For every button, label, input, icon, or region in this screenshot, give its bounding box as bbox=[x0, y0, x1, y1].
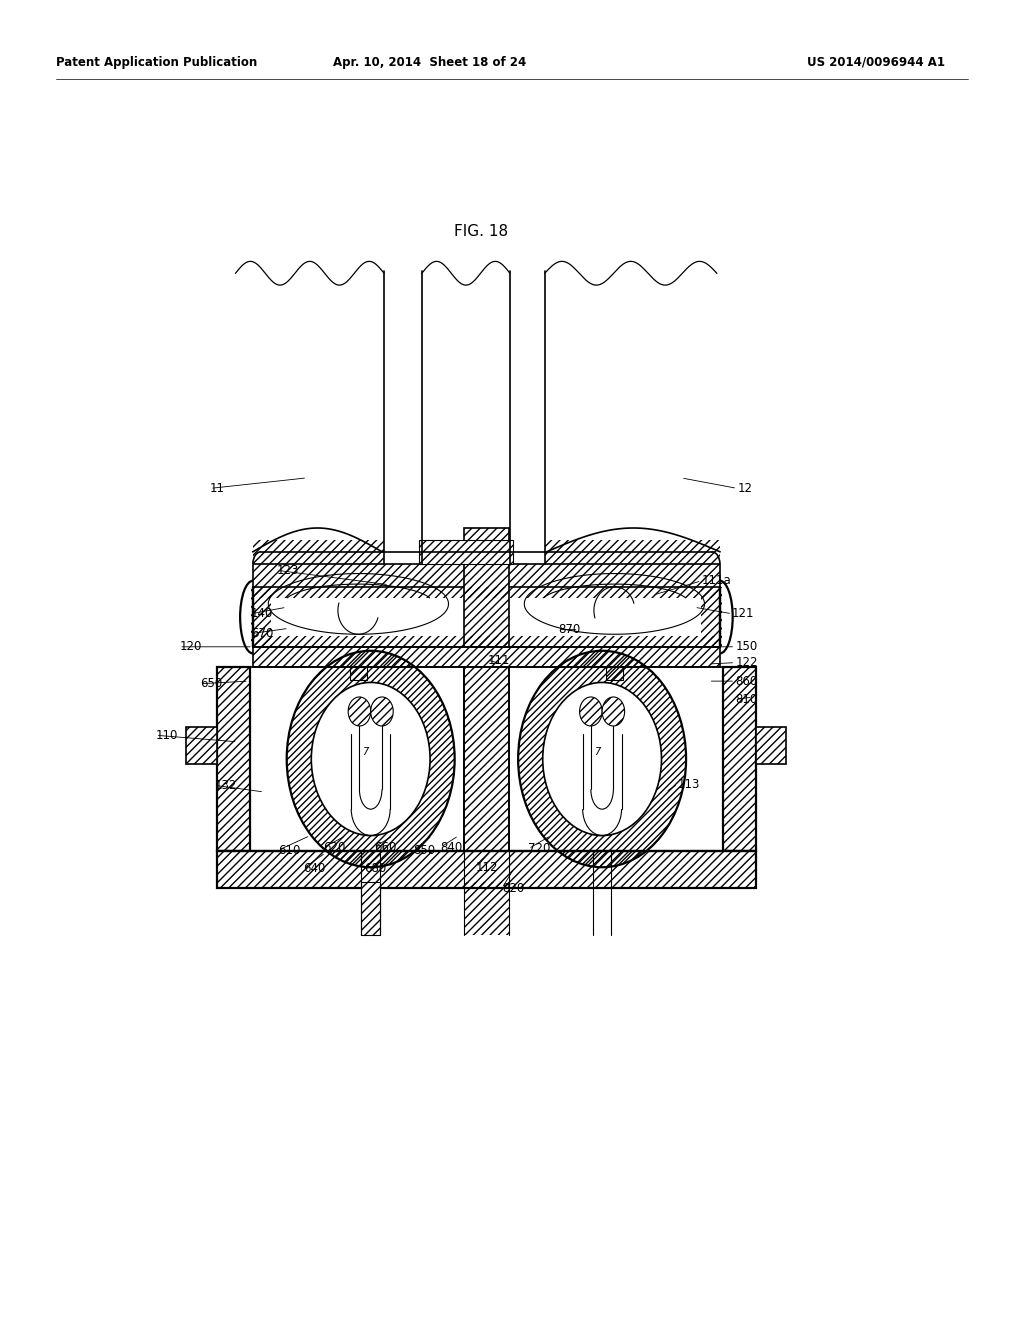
Text: 132: 132 bbox=[215, 779, 238, 792]
Text: Patent Application Publication: Patent Application Publication bbox=[56, 55, 258, 69]
Text: 121: 121 bbox=[732, 607, 755, 620]
Bar bbox=[253, 564, 720, 587]
Bar bbox=[253, 647, 720, 667]
Bar bbox=[701, 587, 722, 647]
Text: 122: 122 bbox=[735, 656, 758, 669]
Bar bbox=[419, 540, 513, 564]
Text: 640: 640 bbox=[303, 862, 326, 875]
Text: 610: 610 bbox=[279, 843, 301, 857]
Bar bbox=[756, 727, 786, 764]
Text: 860: 860 bbox=[735, 675, 758, 688]
Text: 820: 820 bbox=[502, 882, 524, 895]
Bar bbox=[361, 882, 380, 935]
Bar bbox=[701, 587, 722, 647]
Bar bbox=[253, 636, 720, 647]
Bar bbox=[251, 587, 271, 647]
Text: 11: 11 bbox=[210, 482, 225, 495]
Bar bbox=[217, 851, 756, 888]
Bar bbox=[723, 667, 756, 851]
Text: 870: 870 bbox=[558, 623, 581, 636]
Bar bbox=[253, 587, 720, 598]
Text: 680: 680 bbox=[365, 862, 387, 875]
Circle shape bbox=[371, 697, 393, 726]
Bar bbox=[253, 587, 720, 598]
Bar bbox=[217, 667, 250, 851]
Bar bbox=[217, 667, 250, 851]
Text: 111: 111 bbox=[487, 653, 510, 667]
Bar bbox=[464, 528, 509, 851]
Bar bbox=[350, 667, 367, 680]
Text: 150: 150 bbox=[735, 640, 758, 653]
Text: 720: 720 bbox=[528, 842, 551, 855]
Text: 111a: 111a bbox=[701, 574, 731, 587]
Circle shape bbox=[543, 682, 662, 836]
Text: 112: 112 bbox=[476, 861, 499, 874]
Text: 650: 650 bbox=[200, 677, 222, 690]
Text: 660: 660 bbox=[374, 841, 396, 854]
Text: 113: 113 bbox=[678, 777, 700, 791]
Text: 840: 840 bbox=[440, 841, 463, 854]
Bar bbox=[756, 727, 786, 764]
Text: 123: 123 bbox=[276, 564, 299, 577]
Bar bbox=[186, 727, 217, 764]
Bar bbox=[217, 851, 756, 888]
Circle shape bbox=[311, 682, 430, 836]
Bar bbox=[253, 647, 720, 667]
Bar bbox=[464, 882, 509, 935]
Text: 7: 7 bbox=[594, 747, 600, 758]
Text: US 2014/0096944 A1: US 2014/0096944 A1 bbox=[807, 55, 944, 69]
Bar bbox=[606, 667, 623, 680]
Circle shape bbox=[348, 697, 371, 726]
Text: 110: 110 bbox=[156, 729, 178, 742]
Text: 620: 620 bbox=[324, 841, 346, 854]
Bar bbox=[361, 882, 380, 935]
Bar bbox=[253, 636, 720, 647]
Text: 12: 12 bbox=[737, 482, 753, 495]
Bar bbox=[350, 667, 367, 680]
Bar bbox=[464, 528, 509, 851]
Circle shape bbox=[580, 697, 602, 726]
Text: 120: 120 bbox=[179, 640, 202, 653]
Bar bbox=[253, 564, 720, 587]
Text: 810: 810 bbox=[735, 693, 758, 706]
Bar bbox=[186, 727, 217, 764]
Bar bbox=[545, 540, 720, 564]
Text: 7: 7 bbox=[362, 747, 369, 758]
Circle shape bbox=[602, 697, 625, 726]
Text: FIG. 18: FIG. 18 bbox=[455, 223, 508, 239]
Bar bbox=[723, 667, 756, 851]
Bar bbox=[419, 540, 513, 564]
Text: 670: 670 bbox=[251, 627, 273, 640]
Bar bbox=[251, 587, 271, 647]
Bar bbox=[606, 667, 623, 680]
Bar bbox=[253, 540, 384, 564]
Text: Apr. 10, 2014  Sheet 18 of 24: Apr. 10, 2014 Sheet 18 of 24 bbox=[334, 55, 526, 69]
Text: 140: 140 bbox=[251, 607, 273, 620]
Text: 850: 850 bbox=[414, 843, 436, 857]
